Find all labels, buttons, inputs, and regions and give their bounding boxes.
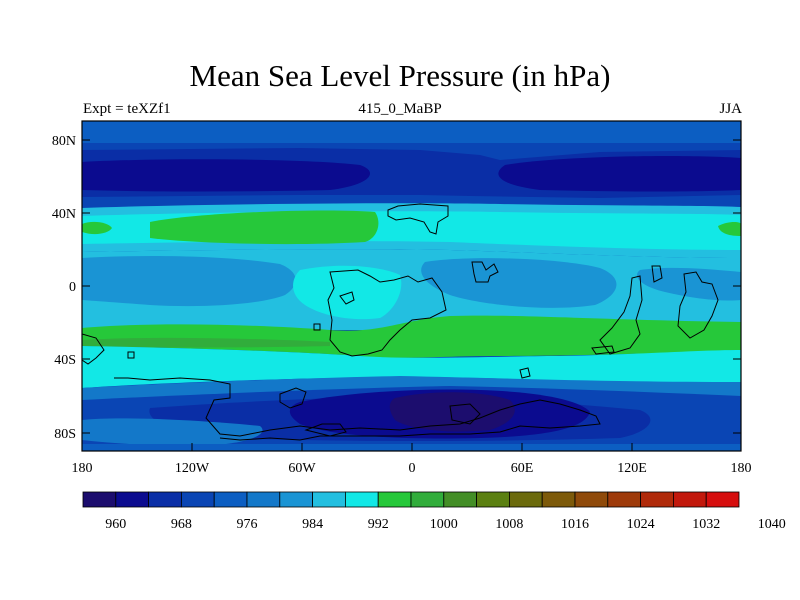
period-label: 415_0_MaBP [358, 101, 442, 117]
axis-ticks [82, 139, 741, 451]
colorbar-box [640, 491, 674, 508]
colorbar-label: 960 [105, 517, 126, 532]
colorbar-box [377, 491, 412, 508]
colorbar-labels: 960 968 976 984 992 1000 1008 1016 1024 1032 1040 [105, 517, 786, 532]
colorbar-box [508, 491, 543, 508]
chart-title: Mean Sea Level Pressure (in hPa) [189, 58, 611, 93]
lon-label-60e: 60E [511, 461, 534, 476]
lon-label-0: 0 [409, 461, 416, 476]
colorbar-box [574, 491, 609, 508]
colorbar-box [213, 491, 248, 508]
lon-label-120w: 120W [175, 461, 210, 476]
lon-label-180e: 180 [731, 461, 752, 476]
colorbar-box [705, 491, 740, 508]
lat-label-80s: 80S [54, 427, 76, 442]
colorbar-label: 976 [237, 517, 258, 532]
lon-label-120e: 120E [617, 461, 647, 476]
colorbar-box [541, 491, 576, 508]
lat-label-40s: 40S [54, 353, 76, 368]
colorbar [82, 491, 740, 508]
lon-label-180w: 180 [72, 461, 93, 476]
colorbar-label: 1016 [561, 517, 589, 532]
colorbar-label: 1032 [692, 517, 720, 532]
pressure-field [82, 121, 741, 451]
experiment-label: Expt = teXZf1 [83, 101, 171, 117]
colorbar-label: 1000 [430, 517, 458, 532]
colorbar-label: 968 [171, 517, 192, 532]
colorbar-box [82, 491, 117, 508]
lat-label-80n: 80N [52, 134, 76, 149]
lon-label-60w: 60W [288, 461, 316, 476]
colorbar-box [410, 491, 445, 508]
colorbar-box [180, 491, 215, 508]
colorbar-label: 1040 [758, 517, 786, 532]
colorbar-box [607, 491, 641, 508]
lat-label-40n: 40N [52, 207, 76, 222]
season-label: JJA [719, 101, 742, 117]
colorbar-box [115, 491, 150, 508]
colorbar-box [673, 491, 707, 508]
colorbar-label: 984 [302, 517, 323, 532]
colorbar-box [476, 491, 510, 508]
colorbar-label: 992 [368, 517, 389, 532]
lat-label-0: 0 [69, 280, 76, 295]
colorbar-box [246, 491, 281, 508]
continent-outlines [82, 203, 719, 441]
colorbar-box [443, 491, 477, 508]
colorbar-label: 1024 [627, 517, 655, 532]
colorbar-box [312, 491, 346, 508]
colorbar-label: 1008 [495, 517, 523, 532]
colorbar-box [344, 491, 379, 508]
colorbar-box [279, 491, 313, 508]
colorbar-box [148, 491, 182, 508]
